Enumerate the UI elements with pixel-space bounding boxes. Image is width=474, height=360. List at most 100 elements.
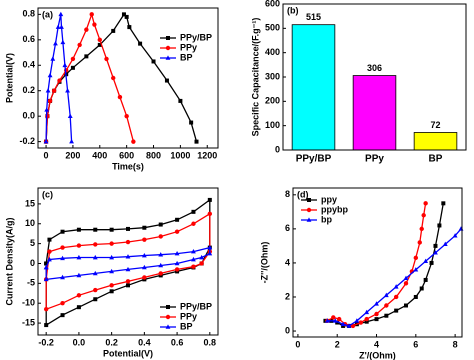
marker (374, 311, 379, 317)
marker (403, 303, 408, 308)
marker (393, 294, 399, 300)
marker (76, 254, 82, 260)
series-line (45, 12, 135, 142)
marker (307, 198, 311, 202)
marker (76, 243, 82, 248)
x-tick-label: PPy/BP (296, 154, 332, 165)
y-tick-label: 0.4 (22, 60, 35, 70)
y-tick-label: 200 (265, 96, 280, 106)
legend-label: PPy/BP (180, 32, 212, 42)
marker (174, 267, 180, 272)
marker (62, 62, 68, 68)
marker (43, 276, 49, 282)
marker (331, 315, 336, 320)
plot-frame (37, 7, 219, 149)
marker (207, 197, 212, 202)
marker (413, 255, 419, 261)
marker (69, 139, 74, 144)
y-tick-label: -0.2 (19, 136, 35, 146)
marker (374, 301, 379, 306)
marker (437, 223, 442, 228)
y-tick-label: 0 (30, 258, 35, 268)
legend-label: PPy (180, 42, 197, 52)
y-axis-label: -Z''/(Ohm) (259, 242, 269, 284)
marker (92, 270, 98, 276)
marker (332, 318, 338, 323)
marker (165, 324, 171, 329)
bar (352, 75, 397, 151)
marker (89, 12, 94, 17)
x-tick-label: -0.2 (38, 337, 54, 347)
plot-frame (282, 3, 467, 151)
y-tick-label: 10 (25, 218, 35, 228)
marker (70, 56, 76, 62)
marker (44, 323, 49, 328)
marker (178, 98, 183, 103)
series-line (45, 246, 211, 281)
marker (174, 229, 180, 234)
marker (191, 209, 196, 214)
marker (57, 78, 62, 83)
marker (126, 226, 130, 231)
marker (45, 113, 50, 119)
x-tick-label: 8 (453, 339, 458, 349)
marker (58, 11, 64, 17)
y-axis-label: Specific Capacitance/(F.g⁻¹) (250, 18, 260, 137)
marker (121, 12, 126, 17)
marker (374, 317, 379, 322)
marker (109, 227, 114, 232)
marker (207, 250, 213, 256)
marker (142, 275, 147, 280)
y-tick-label: 0 (285, 325, 290, 335)
panel-label: (d) (297, 189, 309, 199)
marker (111, 75, 116, 81)
marker (413, 294, 418, 299)
x-tick-label: 0.4 (138, 337, 151, 347)
marker (174, 260, 180, 266)
marker (76, 272, 82, 278)
marker (158, 252, 164, 257)
marker (60, 39, 66, 45)
marker (77, 42, 82, 48)
x-tick-label: 6 (413, 339, 418, 349)
series-line (45, 14, 73, 142)
marker (125, 239, 131, 245)
marker (97, 42, 102, 47)
series-line (327, 203, 427, 327)
marker (429, 260, 434, 265)
marker (142, 225, 147, 230)
marker (403, 275, 409, 281)
panel-label: (a) (42, 9, 53, 19)
marker (358, 320, 363, 325)
marker (191, 248, 196, 254)
marker (93, 242, 98, 247)
x-tick-label: 0 (44, 150, 49, 160)
panel-label: (c) (42, 189, 53, 199)
marker (60, 313, 65, 318)
marker (84, 54, 89, 59)
marker (384, 303, 389, 308)
series-line (45, 13, 198, 142)
marker (194, 139, 199, 144)
marker (141, 252, 147, 258)
marker (191, 256, 196, 262)
marker (393, 284, 399, 289)
marker (70, 65, 75, 70)
marker (124, 14, 129, 19)
y-tick-label: 4 (285, 257, 290, 267)
marker (60, 274, 65, 280)
legend-label: PPy/BP (180, 301, 212, 311)
marker (403, 281, 409, 286)
marker (109, 268, 115, 274)
y-tick-label: -5 (27, 278, 35, 288)
x-tick-label: 800 (146, 150, 161, 160)
y-tick-label: 8 (285, 189, 290, 199)
marker (47, 98, 53, 104)
marker (421, 213, 426, 218)
marker (59, 24, 64, 29)
marker (60, 255, 65, 261)
marker (60, 229, 65, 234)
marker (92, 22, 97, 27)
legend-label: ppy (321, 194, 337, 204)
x-tick-label: 2 (335, 339, 340, 349)
